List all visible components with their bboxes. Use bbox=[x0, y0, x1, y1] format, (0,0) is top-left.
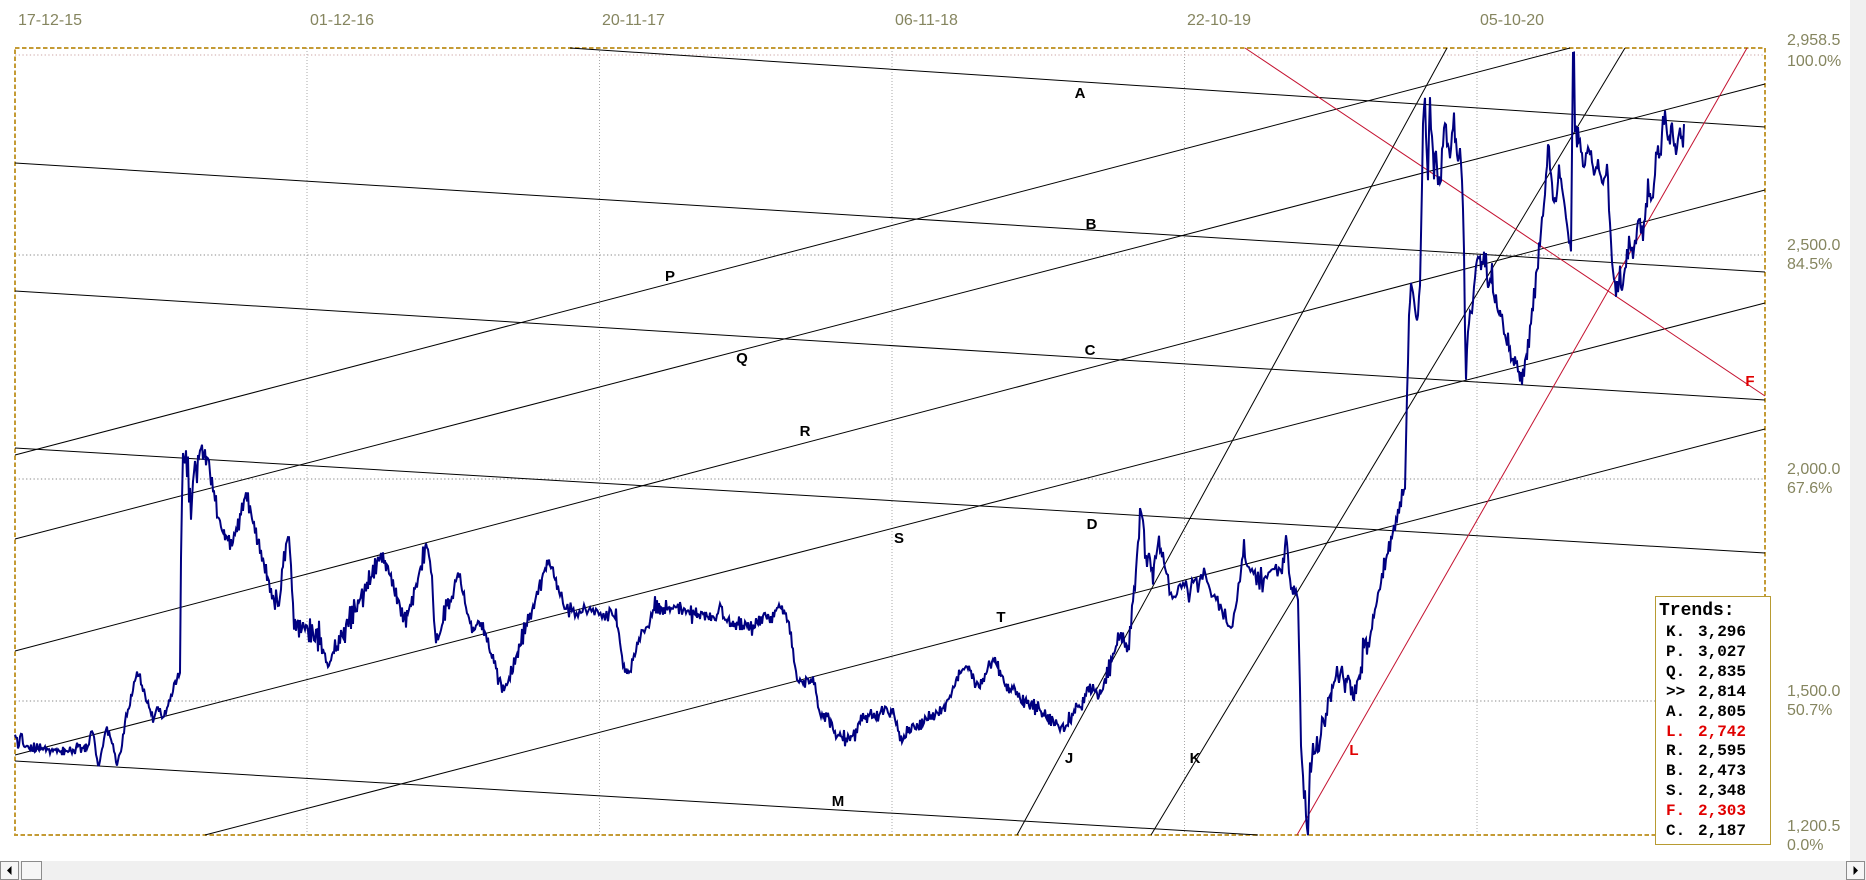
svg-text:>>: >> bbox=[1666, 683, 1685, 701]
svg-text:67.6%: 67.6% bbox=[1787, 480, 1832, 497]
svg-text:0.0%: 0.0% bbox=[1787, 837, 1823, 854]
svg-text:B: B bbox=[1086, 216, 1097, 233]
svg-text:L.: L. bbox=[1666, 723, 1685, 741]
svg-text:P: P bbox=[665, 268, 675, 285]
svg-text:2,835: 2,835 bbox=[1698, 663, 1746, 681]
svg-text:R: R bbox=[800, 423, 811, 440]
svg-text:C: C bbox=[1085, 342, 1096, 359]
svg-text:2,000.0: 2,000.0 bbox=[1787, 461, 1840, 478]
svg-text:R.: R. bbox=[1666, 742, 1685, 760]
svg-text:2,187: 2,187 bbox=[1698, 822, 1746, 840]
svg-text:2,500.0: 2,500.0 bbox=[1787, 237, 1840, 254]
svg-text:F: F bbox=[1745, 373, 1754, 390]
svg-text:S: S bbox=[894, 530, 904, 547]
svg-text:Q.: Q. bbox=[1666, 663, 1685, 681]
svg-text:A.: A. bbox=[1666, 703, 1685, 721]
svg-text:1,500.0: 1,500.0 bbox=[1787, 683, 1840, 700]
svg-text:J: J bbox=[1065, 750, 1073, 767]
svg-text:06-11-18: 06-11-18 bbox=[895, 12, 958, 29]
svg-text:M: M bbox=[832, 793, 845, 810]
svg-text:B.: B. bbox=[1666, 762, 1685, 780]
svg-text:2,473: 2,473 bbox=[1698, 762, 1746, 780]
svg-text:L: L bbox=[1349, 742, 1358, 759]
svg-text:1,200.5: 1,200.5 bbox=[1787, 818, 1840, 835]
svg-text:2,814: 2,814 bbox=[1698, 683, 1746, 701]
svg-text:2,303: 2,303 bbox=[1698, 802, 1746, 820]
svg-text:17-12-15: 17-12-15 bbox=[18, 12, 82, 29]
svg-text:T: T bbox=[996, 609, 1005, 626]
svg-text:K: K bbox=[1190, 750, 1201, 767]
svg-text:20-11-17: 20-11-17 bbox=[602, 12, 665, 29]
svg-text:3,027: 3,027 bbox=[1698, 643, 1746, 661]
svg-text:Trends:: Trends: bbox=[1659, 601, 1735, 621]
svg-text:2,805: 2,805 bbox=[1698, 703, 1746, 721]
svg-text:K.: K. bbox=[1666, 623, 1685, 641]
svg-text:F.: F. bbox=[1666, 802, 1685, 820]
svg-text:A: A bbox=[1075, 85, 1086, 102]
svg-text:50.7%: 50.7% bbox=[1787, 702, 1832, 719]
svg-text:2,742: 2,742 bbox=[1698, 723, 1746, 741]
svg-text:84.5%: 84.5% bbox=[1787, 256, 1832, 273]
svg-text:2,958.5: 2,958.5 bbox=[1787, 32, 1840, 49]
svg-text:01-12-16: 01-12-16 bbox=[310, 12, 374, 29]
svg-text:100.0%: 100.0% bbox=[1787, 53, 1841, 70]
svg-text:S.: S. bbox=[1666, 782, 1685, 800]
svg-text:05-10-20: 05-10-20 bbox=[1480, 12, 1544, 29]
svg-text:2,348: 2,348 bbox=[1698, 782, 1746, 800]
svg-text:2,595: 2,595 bbox=[1698, 742, 1746, 760]
svg-text:P.: P. bbox=[1666, 643, 1685, 661]
svg-text:Q: Q bbox=[736, 350, 748, 367]
svg-text:C.: C. bbox=[1666, 822, 1685, 840]
svg-text:3,296: 3,296 bbox=[1698, 623, 1746, 641]
svg-text:22-10-19: 22-10-19 bbox=[1187, 12, 1251, 29]
svg-text:D: D bbox=[1087, 516, 1098, 533]
